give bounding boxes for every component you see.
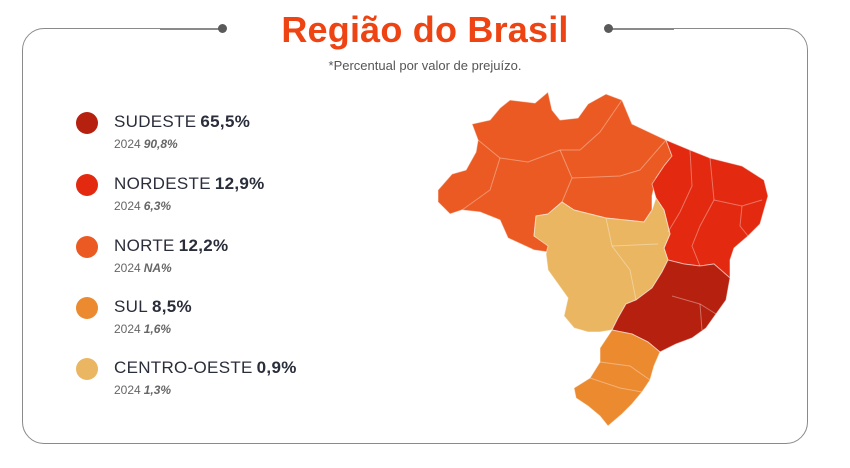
legend-swatch bbox=[76, 358, 98, 380]
chart-title: Região do Brasil bbox=[281, 9, 569, 50]
legend-swatch bbox=[76, 112, 98, 134]
legend-prev-year: 2024 bbox=[114, 137, 141, 151]
legend-prev-value: 90,8% bbox=[143, 137, 178, 151]
title-rule-dot-right bbox=[604, 24, 613, 33]
legend-region-value: 65,5% bbox=[200, 112, 251, 131]
title-rule-left bbox=[160, 28, 222, 30]
legend-region-value: 8,5% bbox=[151, 297, 192, 316]
legend-swatch bbox=[76, 174, 98, 196]
legend-prev-year: 2024 bbox=[114, 383, 141, 397]
legend-prev-year: 2024 bbox=[114, 199, 141, 213]
legend-region-value: 0,9% bbox=[256, 358, 297, 377]
title-rule-dot-left bbox=[218, 24, 227, 33]
title-rule-right bbox=[612, 28, 674, 30]
legend-prev-year: 2024 bbox=[114, 322, 141, 336]
region-sudeste bbox=[611, 259, 731, 353]
title-gap bbox=[218, 8, 612, 48]
region-sul bbox=[573, 329, 661, 427]
legend-swatch bbox=[76, 236, 98, 258]
legend-swatch bbox=[76, 297, 98, 319]
legend-region-name: NORTE bbox=[114, 236, 175, 255]
legend-region-value: 12,2% bbox=[178, 236, 229, 255]
legend-region-name: SUDESTE bbox=[114, 112, 197, 131]
legend-prev-value: NA% bbox=[143, 261, 172, 275]
legend-region-name: NORDESTE bbox=[114, 174, 211, 193]
legend-prev-value: 1,6% bbox=[143, 322, 172, 336]
legend-region-name: SUL bbox=[114, 297, 148, 316]
legend-prev-value: 6,3% bbox=[143, 199, 172, 213]
legend-region-value: 12,9% bbox=[214, 174, 265, 193]
legend-prev-year: 2024 bbox=[114, 261, 141, 275]
state-borders bbox=[461, 99, 763, 393]
legend-prev-value: 1,3% bbox=[143, 383, 172, 397]
chart-subtitle: *Percentual por valor de prejuízo. bbox=[328, 58, 522, 73]
legend-region-name: CENTRO-OESTE bbox=[114, 358, 253, 377]
